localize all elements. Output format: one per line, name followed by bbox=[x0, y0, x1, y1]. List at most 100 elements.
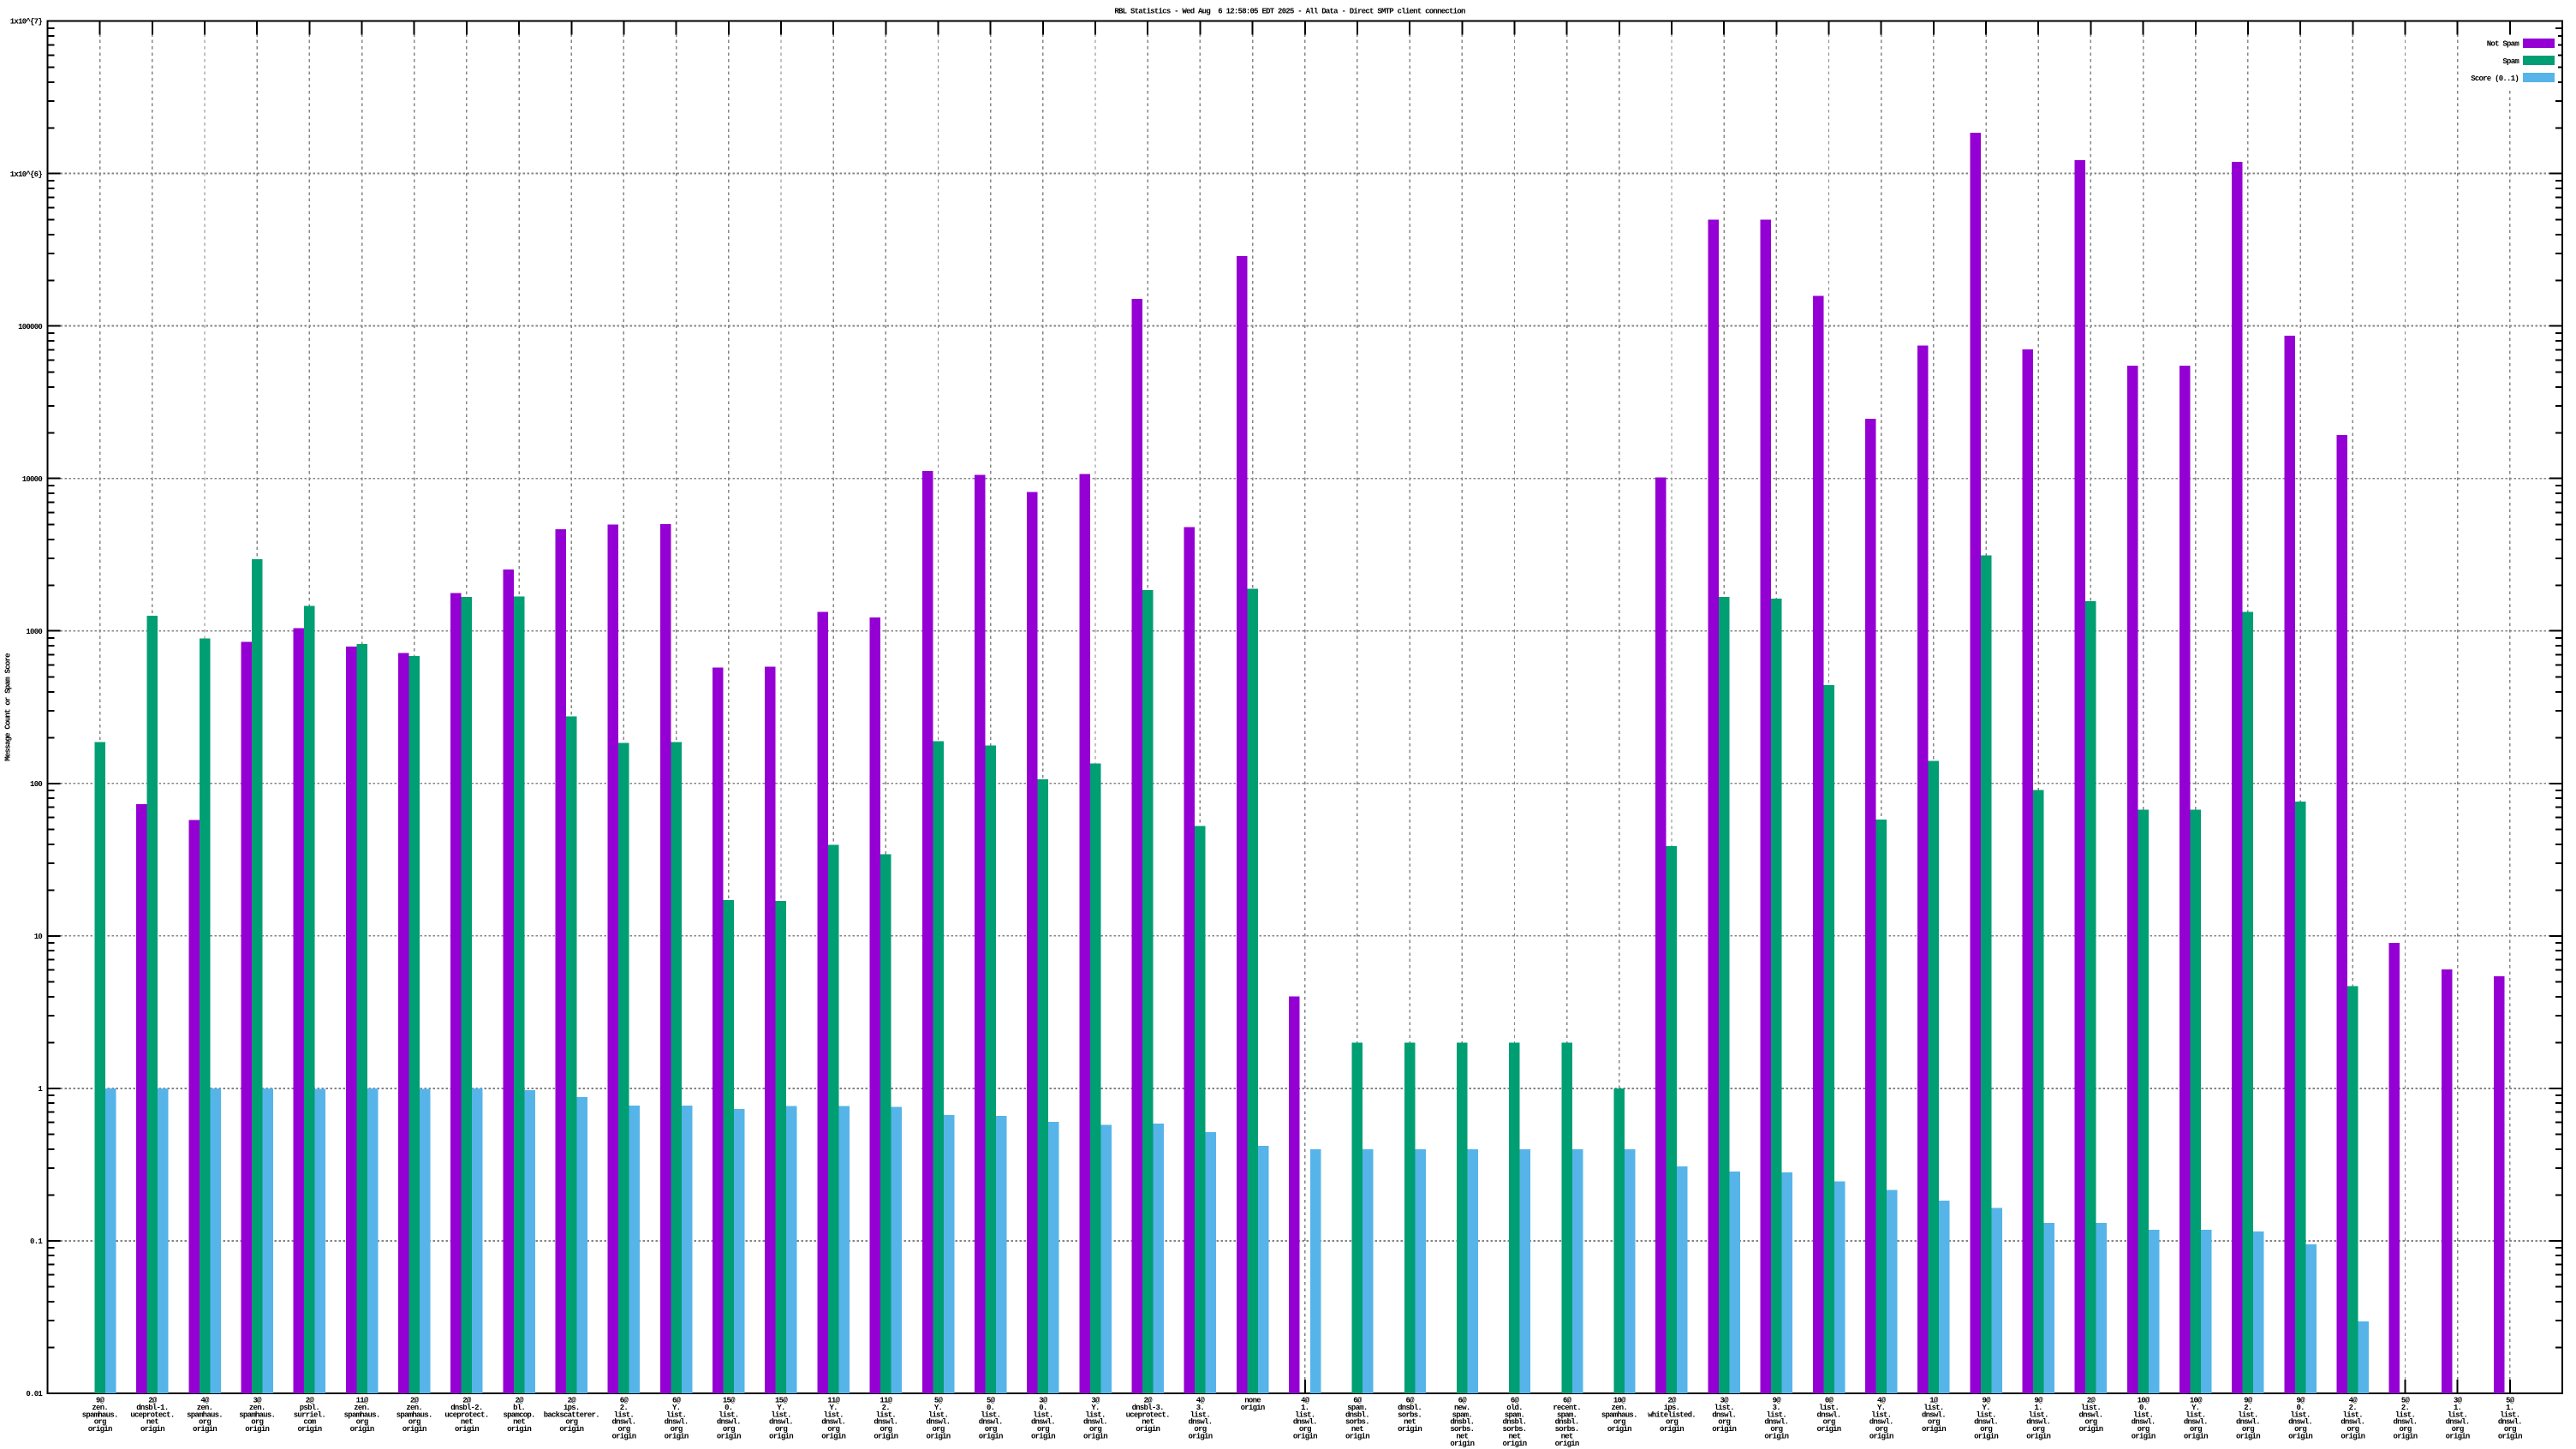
svg-text:origin: origin bbox=[665, 1433, 689, 1441]
svg-text:origin: origin bbox=[350, 1425, 374, 1434]
svg-text:org: org bbox=[1823, 1418, 1835, 1427]
svg-text:list.: list. bbox=[1190, 1410, 1210, 1419]
svg-text:4@: 4@ bbox=[200, 1397, 210, 1405]
svg-text:none: none bbox=[1244, 1397, 1261, 1405]
svg-text:list.: list. bbox=[1923, 1404, 1943, 1412]
svg-text:dnswl.: dnswl. bbox=[2288, 1418, 2312, 1427]
svg-text:net: net bbox=[461, 1418, 473, 1427]
svg-text:3@: 3@ bbox=[1039, 1397, 1048, 1405]
svg-text:list.: list. bbox=[2448, 1410, 2467, 1419]
svg-text:2@: 2@ bbox=[410, 1397, 420, 1405]
svg-text:com: com bbox=[303, 1418, 316, 1427]
svg-text:origin: origin bbox=[2288, 1433, 2312, 1441]
svg-text:spamhaus.: spamhaus. bbox=[82, 1410, 118, 1419]
svg-text:100: 100 bbox=[30, 780, 42, 789]
svg-text:origin: origin bbox=[2394, 1433, 2418, 1441]
svg-text:org: org bbox=[1037, 1425, 1049, 1434]
svg-text:org: org bbox=[565, 1418, 577, 1427]
svg-text:list.: list. bbox=[1976, 1410, 1995, 1419]
svg-text:10@: 10@ bbox=[2190, 1397, 2203, 1405]
svg-text:origin: origin bbox=[769, 1433, 793, 1441]
svg-text:sorbs.: sorbs. bbox=[1345, 1418, 1369, 1427]
svg-text:net: net bbox=[1561, 1433, 1573, 1441]
svg-text:spamhaus.: spamhaus. bbox=[397, 1410, 432, 1419]
svg-text:ips.: ips. bbox=[564, 1404, 580, 1412]
svg-text:Y.: Y. bbox=[934, 1404, 942, 1412]
svg-text:org: org bbox=[1194, 1425, 1206, 1434]
svg-text:org: org bbox=[2400, 1425, 2412, 1434]
svg-text:0.1: 0.1 bbox=[30, 1237, 43, 1246]
svg-text:org: org bbox=[723, 1425, 735, 1434]
svg-text:origin: origin bbox=[559, 1425, 583, 1434]
svg-text:Not Spam: Not Spam bbox=[2487, 40, 2520, 49]
svg-text:org: org bbox=[2084, 1418, 2096, 1427]
svg-text:new.: new. bbox=[1454, 1404, 1470, 1412]
svg-text:1x10^{6}: 1x10^{6} bbox=[10, 170, 43, 179]
svg-text:list.: list. bbox=[771, 1410, 790, 1419]
svg-text:Spam: Spam bbox=[2502, 57, 2519, 66]
svg-text:0.: 0. bbox=[724, 1404, 732, 1412]
svg-text:Y.: Y. bbox=[1091, 1404, 1099, 1412]
svg-text:origin: origin bbox=[1083, 1433, 1107, 1441]
svg-text:org: org bbox=[2242, 1425, 2254, 1434]
svg-text:origin: origin bbox=[821, 1433, 845, 1441]
svg-text:origin: origin bbox=[245, 1425, 269, 1434]
svg-text:org: org bbox=[775, 1425, 787, 1434]
svg-text:6@: 6@ bbox=[1458, 1397, 1468, 1405]
svg-text:dnswl.: dnswl. bbox=[2446, 1418, 2470, 1427]
svg-text:org: org bbox=[251, 1418, 263, 1427]
svg-text:origin: origin bbox=[1031, 1433, 1055, 1441]
svg-text:origin: origin bbox=[1817, 1425, 1841, 1434]
svg-text:dnswl.: dnswl. bbox=[1869, 1418, 1893, 1427]
svg-text:psbl.: psbl. bbox=[300, 1404, 319, 1412]
svg-text:org: org bbox=[1666, 1418, 1678, 1427]
svg-text:sorbs.: sorbs. bbox=[1555, 1425, 1579, 1434]
svg-text:origin: origin bbox=[1398, 1425, 1422, 1434]
svg-text:net: net bbox=[1142, 1418, 1154, 1427]
svg-text:2@: 2@ bbox=[148, 1397, 158, 1405]
svg-text:origin: origin bbox=[1241, 1404, 1265, 1412]
svg-text:list.: list. bbox=[614, 1410, 634, 1419]
svg-text:4@: 4@ bbox=[2349, 1397, 2358, 1405]
svg-text:origin: origin bbox=[2184, 1433, 2208, 1441]
svg-text:origin: origin bbox=[1503, 1440, 1527, 1448]
svg-text:zen.: zen. bbox=[197, 1404, 213, 1412]
svg-text:Y.: Y. bbox=[830, 1404, 838, 1412]
svg-text:10: 10 bbox=[34, 933, 43, 941]
svg-text:org: org bbox=[1980, 1425, 1992, 1434]
svg-text:2.: 2. bbox=[2401, 1404, 2409, 1412]
svg-text:dnswl.: dnswl. bbox=[611, 1418, 635, 1427]
svg-text:old.: old. bbox=[1506, 1404, 1523, 1412]
svg-text:9@: 9@ bbox=[2296, 1397, 2305, 1405]
svg-text:uceprotect.: uceprotect. bbox=[130, 1410, 174, 1419]
svg-text:origin: origin bbox=[88, 1425, 112, 1434]
svg-text:dnswl.: dnswl. bbox=[927, 1418, 951, 1427]
svg-text:3@: 3@ bbox=[1720, 1397, 1730, 1405]
svg-text:org: org bbox=[408, 1418, 420, 1427]
svg-text:2.: 2. bbox=[620, 1404, 628, 1412]
svg-text:dnswl.: dnswl. bbox=[1083, 1418, 1107, 1427]
svg-text:6@: 6@ bbox=[672, 1397, 682, 1405]
svg-text:origin: origin bbox=[455, 1425, 479, 1434]
svg-text:spamhaus.: spamhaus. bbox=[187, 1410, 223, 1419]
svg-text:10@: 10@ bbox=[1613, 1397, 1626, 1405]
svg-text:org: org bbox=[2190, 1425, 2202, 1434]
svg-text:0.01: 0.01 bbox=[26, 1390, 43, 1398]
svg-text:1.: 1. bbox=[2506, 1404, 2513, 1412]
svg-text:org: org bbox=[985, 1425, 997, 1434]
svg-text:zen.: zen. bbox=[354, 1404, 370, 1412]
svg-text:6@: 6@ bbox=[1563, 1397, 1572, 1405]
svg-text:spam.: spam. bbox=[1452, 1410, 1472, 1419]
svg-text:6@: 6@ bbox=[1511, 1397, 1520, 1405]
svg-text:org: org bbox=[356, 1418, 368, 1427]
svg-text:list.: list. bbox=[666, 1410, 686, 1419]
svg-text:sorbs.: sorbs. bbox=[1503, 1425, 1527, 1434]
svg-text:origin: origin bbox=[979, 1433, 1003, 1441]
svg-text:0.: 0. bbox=[2139, 1404, 2147, 1412]
svg-text:10@: 10@ bbox=[2138, 1397, 2150, 1405]
svg-text:list.: list. bbox=[1295, 1410, 1315, 1419]
svg-text:list.: list. bbox=[2395, 1410, 2415, 1419]
svg-text:origin: origin bbox=[717, 1433, 741, 1441]
svg-text:dnsbl.: dnsbl. bbox=[1555, 1418, 1579, 1427]
svg-text:origin: origin bbox=[1712, 1425, 1736, 1434]
